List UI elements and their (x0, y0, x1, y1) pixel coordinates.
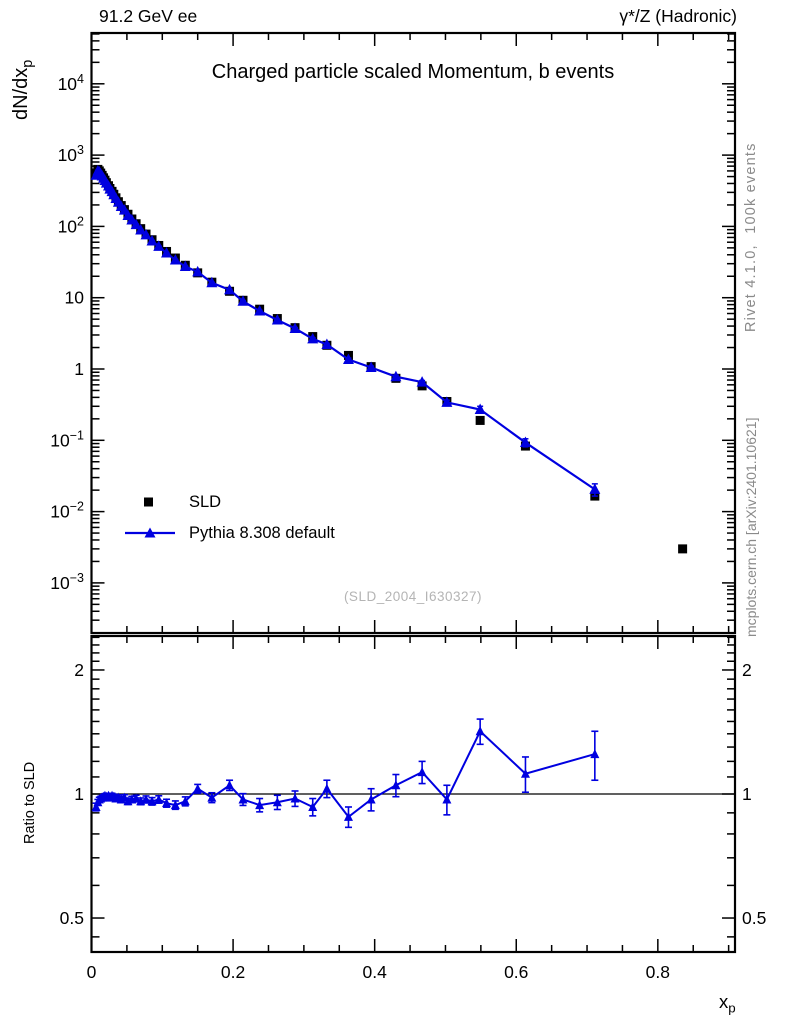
x-axis-label-subscript: p (728, 1000, 736, 1016)
svg-text:0.5: 0.5 (742, 908, 766, 928)
beam-energy-label: 91.2 GeV ee (99, 6, 198, 26)
y-axis-label-subscript: p (20, 59, 36, 68)
rivet-version-label: Rivet 4.1.0, 100k events (743, 142, 759, 332)
legend-item-pythia: Pythia 8.308 default (125, 523, 335, 543)
svg-text:2: 2 (742, 660, 752, 680)
svg-text:0.6: 0.6 (504, 962, 528, 982)
svg-text:104: 104 (58, 72, 84, 94)
svg-text:103: 103 (58, 143, 84, 165)
svg-text:0.2: 0.2 (221, 962, 245, 982)
svg-text:2: 2 (74, 660, 84, 680)
legend-label-pythia: Pythia 8.308 default (189, 523, 335, 542)
svg-text:1: 1 (74, 784, 84, 804)
sld-marker-icon (144, 497, 153, 507)
ratio-axis-label: Ratio to SLD (22, 761, 38, 844)
mcplots-credit-label: mcplots.cern.ch [arXiv:2401.10621] (743, 417, 759, 637)
svg-text:10−3: 10−3 (50, 571, 84, 593)
legend-item-sld: SLD (125, 492, 221, 512)
plot-title: Charged particle scaled Momentum, b even… (211, 61, 615, 83)
process-label: γ*/Z (Hadronic) (619, 6, 737, 26)
svg-text:0.8: 0.8 (646, 962, 670, 982)
svg-text:102: 102 (58, 214, 84, 236)
svg-text:1: 1 (742, 784, 752, 804)
svg-text:10−1: 10−1 (50, 428, 84, 450)
y-axis-label-text: dN/dx (10, 67, 32, 120)
legend-label-sld: SLD (189, 492, 222, 511)
svg-text:0.5: 0.5 (60, 908, 84, 928)
svg-text:10: 10 (65, 288, 85, 308)
svg-text:10−2: 10−2 (50, 500, 84, 522)
x-axis-label-text: x (719, 991, 729, 1012)
svg-text:0.4: 0.4 (363, 962, 388, 982)
y-axis-label: dN/dxp (9, 59, 36, 120)
x-axis-label: xp (719, 991, 736, 1016)
analysis-id-watermark: (SLD_2004_I630327) (343, 589, 483, 604)
svg-text:1: 1 (74, 359, 84, 379)
svg-text:0: 0 (87, 962, 97, 982)
pythia-marker-icon (125, 527, 175, 538)
